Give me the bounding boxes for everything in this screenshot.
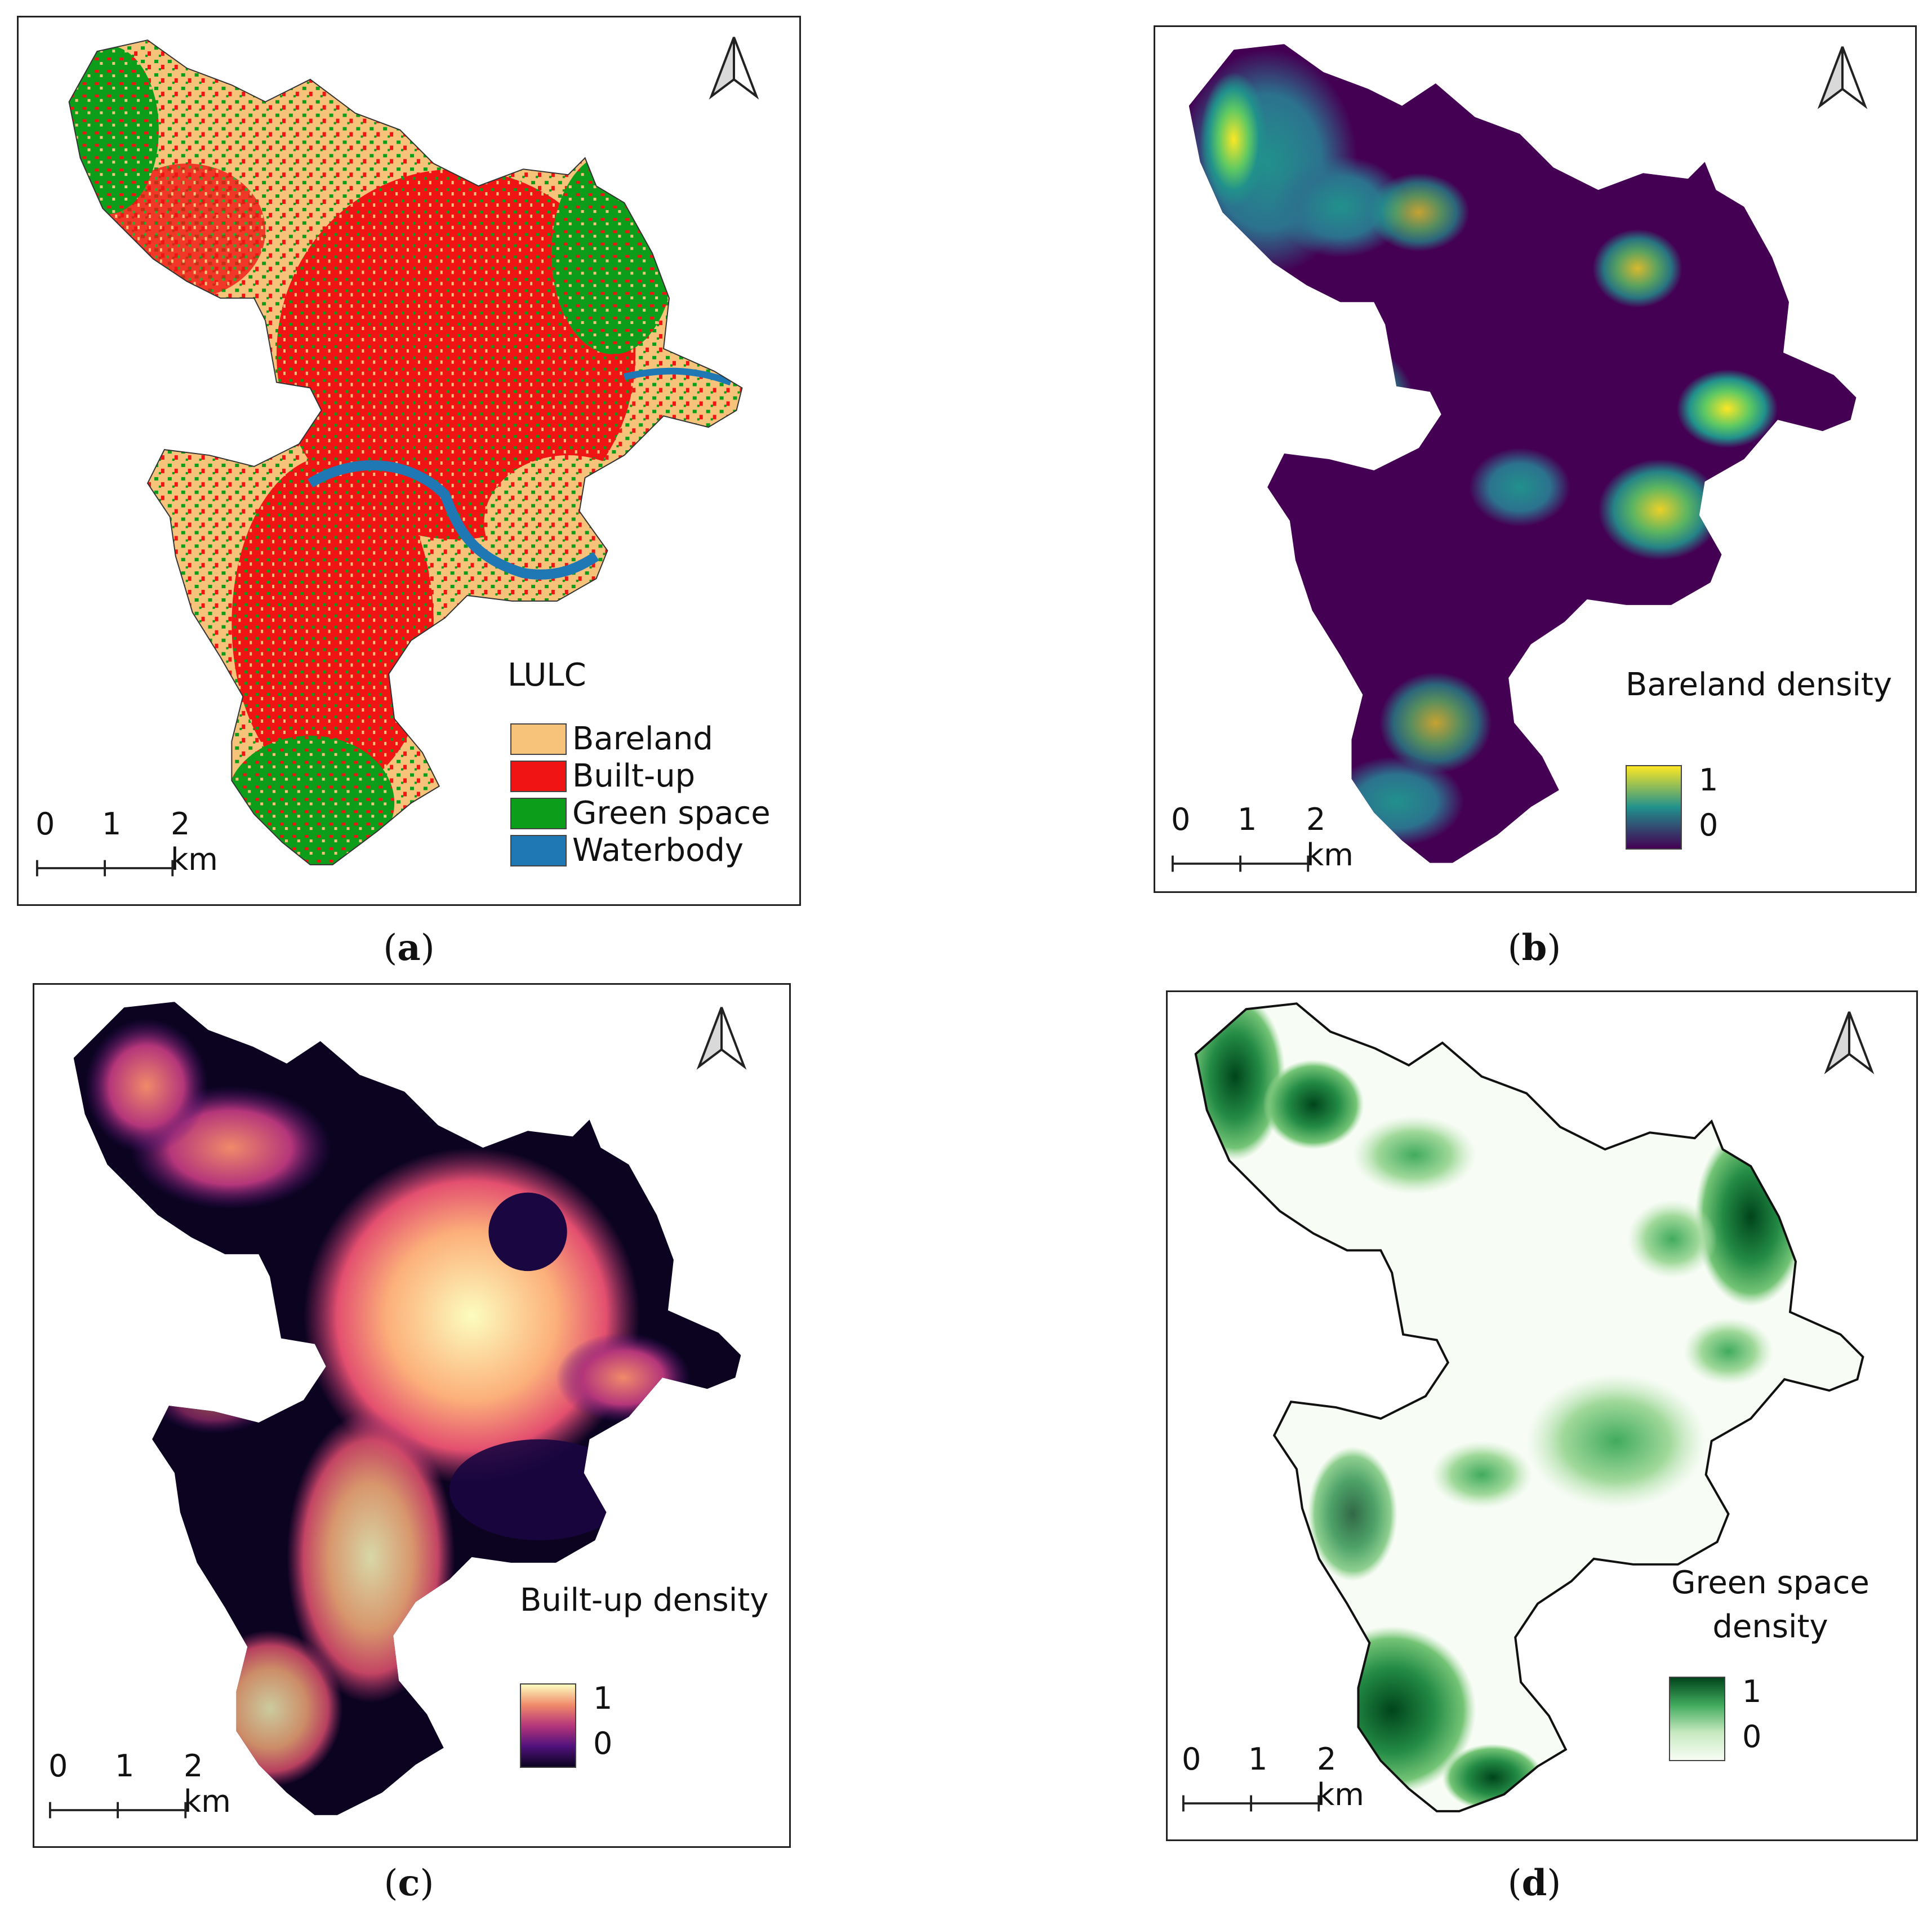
color-ramp bbox=[1626, 765, 1682, 850]
legend-label: Bareland bbox=[572, 721, 713, 757]
lulc-map bbox=[68, 39, 743, 865]
ramp-min-label: 0 bbox=[593, 1726, 613, 1761]
map-panel-b: Bareland density 1 0 0 1 2 km bbox=[1154, 25, 1917, 893]
legend-label: Waterbody bbox=[572, 832, 744, 869]
caption-a: (a) bbox=[383, 927, 435, 969]
legend-label: Built-up bbox=[572, 758, 696, 794]
legend-item-bareland: Bareland bbox=[510, 721, 713, 757]
legend-title: Built-up density bbox=[520, 1582, 769, 1619]
map-panel-c: Built-up density 1 0 0 1 2 km bbox=[33, 983, 791, 1848]
scale-label-1: 1 bbox=[102, 806, 122, 842]
legend-swatch bbox=[510, 723, 567, 755]
bareland-density-map bbox=[1188, 44, 1857, 863]
legend-swatch bbox=[510, 797, 567, 829]
north-arrow-icon bbox=[1821, 1009, 1877, 1077]
scale-label-1: 1 bbox=[115, 1748, 135, 1784]
color-ramp bbox=[520, 1683, 576, 1768]
legend-swatch bbox=[510, 760, 567, 792]
legend-title: Green space density bbox=[1669, 1561, 1872, 1649]
ramp-max-label: 1 bbox=[1742, 1674, 1762, 1709]
ramp-max-label: 1 bbox=[1699, 762, 1719, 798]
caption-c: (c) bbox=[384, 1862, 434, 1904]
built-up-density-map bbox=[73, 1002, 741, 1815]
color-ramp bbox=[1669, 1677, 1725, 1761]
map-panel-a: LULC Bareland Built-up Green space Water… bbox=[17, 16, 801, 906]
scale-label-0: 0 bbox=[35, 806, 55, 842]
scale-label-0: 0 bbox=[1171, 802, 1191, 837]
scale-label-1: 1 bbox=[1237, 802, 1257, 837]
ramp-max-label: 1 bbox=[593, 1681, 613, 1716]
north-arrow-icon bbox=[706, 34, 762, 102]
caption-d: (d) bbox=[1507, 1862, 1561, 1904]
ramp-min-label: 0 bbox=[1699, 807, 1719, 843]
legend-title: Bareland density bbox=[1626, 666, 1893, 703]
map-panel-d: Green space density 1 0 0 1 2 km bbox=[1166, 990, 1918, 1841]
green-space-density-map bbox=[1194, 1002, 1864, 1812]
north-arrow-icon bbox=[1814, 44, 1871, 112]
scale-label-0: 0 bbox=[48, 1748, 68, 1784]
scale-label-2: 2 km bbox=[1317, 1741, 1364, 1812]
scale-label-2: 2 km bbox=[171, 806, 218, 877]
legend-title-line-2: density bbox=[1712, 1608, 1828, 1645]
scale-label-2: 2 km bbox=[1306, 802, 1354, 873]
legend-title-line-1: Green space bbox=[1671, 1565, 1869, 1601]
scale-label-2: 2 km bbox=[184, 1748, 231, 1819]
north-arrow-icon bbox=[693, 1005, 750, 1072]
scale-label-1: 1 bbox=[1248, 1741, 1268, 1777]
legend-item-green-space: Green space bbox=[510, 795, 771, 832]
legend-label: Green space bbox=[572, 795, 771, 832]
caption-b: (b) bbox=[1507, 927, 1561, 969]
legend-item-waterbody: Waterbody bbox=[510, 832, 744, 869]
legend-item-built-up: Built-up bbox=[510, 758, 695, 794]
ramp-min-label: 0 bbox=[1742, 1719, 1762, 1754]
legend-swatch bbox=[510, 834, 567, 866]
scale-label-0: 0 bbox=[1182, 1741, 1201, 1777]
legend-title: LULC bbox=[508, 657, 586, 694]
